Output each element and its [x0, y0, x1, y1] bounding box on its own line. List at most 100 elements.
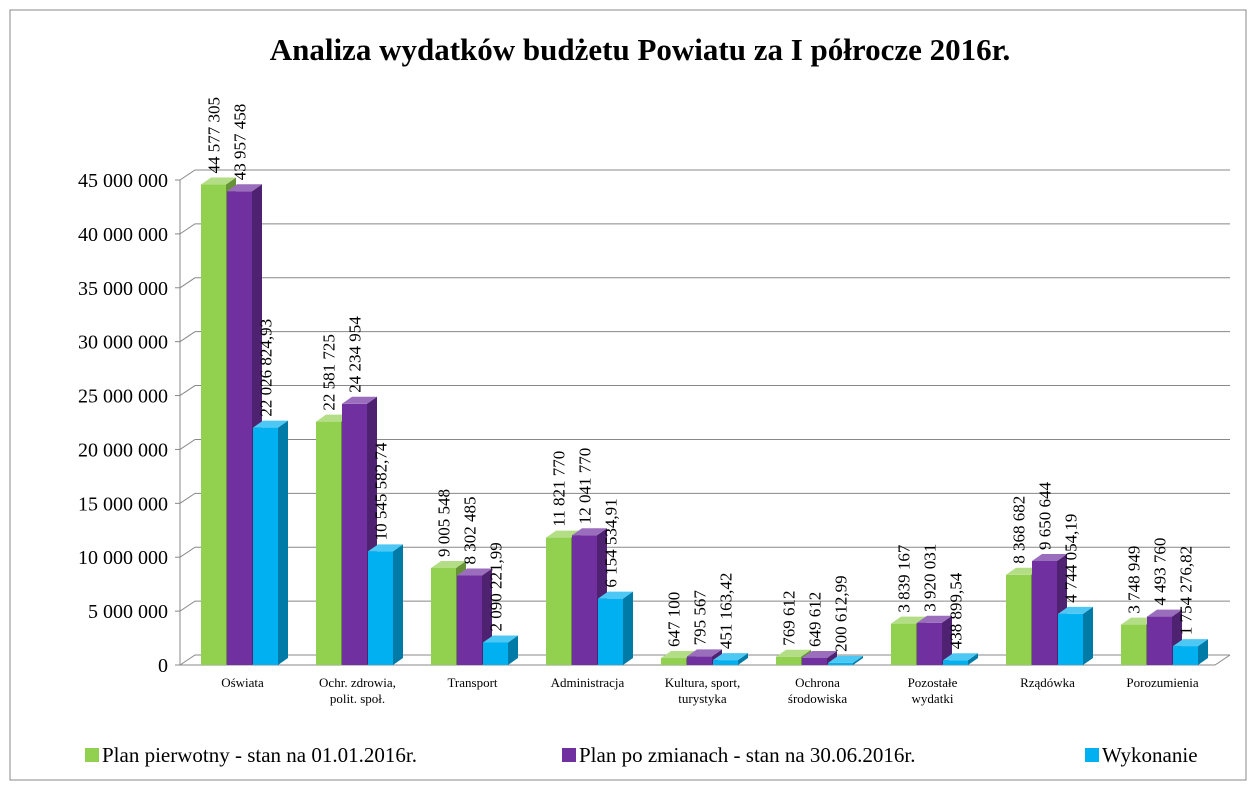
bar-side — [738, 653, 748, 665]
bar-front — [1058, 613, 1083, 665]
bar-top — [572, 528, 607, 536]
bar-front — [342, 403, 367, 665]
value-label: 795 567 — [691, 590, 710, 646]
bar-top — [943, 653, 978, 661]
bar-front — [368, 551, 393, 665]
bar — [802, 650, 837, 665]
bar-front — [891, 623, 916, 665]
bar — [1058, 606, 1093, 665]
bar-front — [802, 657, 827, 665]
bar-front — [661, 658, 686, 665]
bar-side — [827, 650, 837, 665]
x-tick-label: Pozostałe wydatki — [907, 675, 958, 706]
bar — [713, 653, 748, 665]
bar-top — [253, 420, 288, 428]
bar-top — [1173, 639, 1208, 647]
bar-front — [572, 535, 597, 665]
grid-line — [179, 438, 1230, 450]
y-tick-label: 40 000 000 — [78, 224, 168, 246]
bar-top — [828, 655, 863, 663]
value-label: 24 234 954 — [346, 316, 365, 393]
value-label: 8 368 682 — [1010, 496, 1029, 564]
bar — [828, 655, 863, 665]
grid-line — [179, 600, 1230, 612]
bar — [368, 544, 403, 665]
x-tick-label: Porozumienia — [1126, 675, 1199, 690]
y-tick-label: 15 000 000 — [78, 493, 168, 515]
bar-front — [201, 184, 226, 665]
bar-side — [968, 653, 978, 665]
value-label: 200 612,99 — [832, 575, 851, 652]
bar-front — [1006, 574, 1031, 665]
grid-line — [179, 546, 1230, 558]
bar-front — [483, 642, 508, 665]
bar-top — [917, 615, 952, 623]
value-label: 647 100 — [665, 592, 684, 647]
bar-top — [342, 396, 377, 404]
bar-top — [598, 591, 633, 599]
grid-line — [179, 492, 1230, 504]
bar-top — [891, 616, 926, 624]
value-label: 9 650 644 — [1036, 481, 1055, 550]
bar-side — [1198, 639, 1208, 665]
value-label: 22 026 824,93 — [257, 319, 276, 417]
bar-top — [1032, 553, 1067, 561]
bar-front — [457, 575, 482, 665]
value-label: 6 154 534,91 — [602, 498, 621, 587]
bar-top — [776, 649, 811, 657]
value-label: 4 493 760 — [1151, 538, 1170, 606]
value-label: 12 041 770 — [576, 448, 595, 525]
bar-top — [431, 560, 466, 568]
x-tick-label: Oświata — [221, 675, 264, 690]
y-tick-label: 45 000 000 — [78, 170, 168, 192]
bar-top — [227, 184, 262, 192]
bar-top — [713, 653, 748, 661]
value-label: 1 754 276,82 — [1177, 546, 1196, 635]
bar-front — [713, 660, 738, 665]
value-label: 769 612 — [780, 590, 799, 645]
bar-side — [942, 615, 952, 665]
bar-front — [227, 191, 252, 666]
x-tick-label: Transport — [447, 675, 498, 690]
bar-front — [1173, 646, 1198, 665]
legend-label: Plan pierwotny - stan na 01.01.2016r. — [102, 743, 417, 767]
value-label: 438 899,54 — [947, 572, 966, 649]
value-label: 9 005 548 — [435, 489, 454, 557]
value-label: 451 163,42 — [717, 573, 736, 650]
grid-line — [179, 223, 1230, 235]
bar-front — [431, 567, 456, 665]
legend-swatch — [562, 748, 576, 762]
bar-top — [201, 177, 236, 185]
grid-line — [179, 169, 1230, 181]
floor — [180, 654, 1231, 666]
bar — [598, 591, 633, 665]
bar-front — [687, 656, 712, 665]
bar — [483, 635, 518, 665]
legend-label: Plan po zmianach - stan na 30.06.2016r. — [579, 743, 916, 767]
grid-line — [179, 331, 1230, 343]
bar-top — [368, 544, 403, 552]
bar-top — [457, 568, 492, 576]
y-tick-label: 25 000 000 — [78, 386, 168, 408]
bar-front — [1147, 616, 1172, 665]
x-tick-label: Ochr. zdrowia, polit. społ. — [319, 675, 396, 706]
value-label: 649 612 — [806, 592, 825, 647]
value-label: 22 581 725 — [320, 334, 339, 411]
bar-front — [253, 427, 278, 665]
bar-top — [802, 650, 837, 658]
bar — [227, 184, 262, 666]
bar-front — [917, 622, 942, 665]
y-tick-label: 0 — [158, 655, 168, 677]
value-label: 10 545 582,74 — [372, 442, 391, 540]
bar-front — [1121, 624, 1146, 665]
bar-side — [393, 544, 403, 665]
bar-top — [1147, 609, 1182, 617]
bar-side — [278, 420, 288, 665]
bar-front — [598, 598, 623, 665]
bar-front — [828, 662, 853, 665]
bar-front — [776, 656, 801, 665]
bar-side — [1083, 606, 1093, 665]
bar — [253, 420, 288, 665]
